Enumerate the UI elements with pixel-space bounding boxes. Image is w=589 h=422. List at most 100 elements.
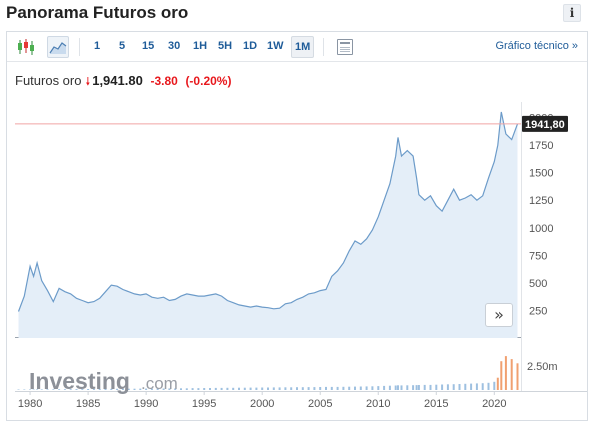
- volume-bar: [446, 384, 449, 390]
- volume-bar: [52, 389, 55, 390]
- y-axis-tick-label: 750: [529, 250, 547, 262]
- volume-bar: [435, 384, 438, 390]
- last-price-label-bg: [522, 115, 568, 132]
- volume-bar: [452, 384, 455, 390]
- volume-bar: [87, 389, 90, 390]
- volume-bar: [319, 387, 322, 390]
- technical-chart-link[interactable]: Gráfico técnico »: [495, 40, 578, 52]
- volume-bar: [481, 383, 484, 390]
- period-30[interactable]: 30: [168, 40, 181, 52]
- price-change-percent: (-0.20%): [185, 74, 232, 88]
- volume-bar: [342, 386, 345, 390]
- volume-axis-tick-label: 2.50m: [527, 361, 558, 373]
- period-1[interactable]: 1: [94, 40, 101, 52]
- volume-bar: [116, 388, 119, 390]
- volume-bar: [197, 388, 200, 390]
- info-button[interactable]: i: [563, 4, 581, 22]
- volume-bar: [493, 381, 496, 390]
- volume-bar: [371, 386, 374, 390]
- page-title: Panorama Futuros oro: [6, 3, 189, 22]
- volume-bar: [412, 385, 415, 390]
- scroll-to-latest-button[interactable]: »: [485, 303, 513, 327]
- period-15[interactable]: 15: [142, 40, 155, 52]
- volume-bar: [139, 388, 142, 390]
- volume-bar: [301, 387, 304, 390]
- price-chart[interactable]: 250 500 750 1000 1250 1500 1750 2000 1941,80 2.50…: [7, 32, 587, 420]
- volume-bar: [388, 385, 391, 390]
- volume-bar: [500, 361, 503, 390]
- volume-bar: [325, 386, 327, 390]
- volume-bar: [98, 389, 101, 390]
- volume-bar: [504, 356, 507, 390]
- period-5h[interactable]: 5H: [218, 40, 233, 52]
- volume-bar: [365, 386, 368, 390]
- volume-bar: [17, 389, 20, 390]
- x-axis-tick-label: 1980: [18, 398, 42, 410]
- quote-bar: Futuros oro 🠗 1,941.80 -3.80 (-0.20%): [15, 73, 231, 92]
- volume-bar: [307, 387, 310, 390]
- volume-bar: [180, 388, 182, 390]
- y-axis-tick-label: 1000: [529, 223, 553, 235]
- volume-bar: [487, 382, 490, 390]
- volume-bar: [290, 387, 293, 390]
- arrow-down-icon: 🠗: [85, 76, 91, 88]
- volume-bar: [232, 387, 235, 390]
- volume-bar: [330, 386, 333, 390]
- x-axis-tick-label: 2015: [424, 398, 448, 410]
- volume-bar: [23, 389, 26, 390]
- volume-bar: [359, 386, 362, 390]
- volume-bar: [458, 384, 461, 390]
- period-1h[interactable]: 1H: [193, 40, 208, 52]
- volume-bar: [46, 389, 49, 390]
- volume-bar: [191, 388, 194, 390]
- volume-bar: [516, 363, 519, 390]
- volume-bar: [348, 386, 351, 390]
- volume-bar: [400, 385, 403, 390]
- volume-bar: [377, 386, 380, 390]
- x-axis-tick-label: 2000: [250, 398, 274, 410]
- volume-bar: [417, 385, 420, 390]
- volume-bar: [209, 388, 211, 390]
- x-axis-tick-label: 2005: [308, 398, 332, 410]
- period-5[interactable]: 5: [119, 40, 126, 52]
- x-axis-tick-label: 2020: [482, 398, 506, 410]
- x-axis-tick-label: 1995: [192, 398, 216, 410]
- period-1m[interactable]: 1M: [291, 36, 315, 58]
- toolbar-divider: [323, 38, 324, 56]
- volume-bar: [510, 359, 513, 390]
- volume-bar: [336, 386, 339, 390]
- period-1d[interactable]: 1D: [243, 40, 258, 52]
- volume-bar: [238, 387, 240, 390]
- volume-bar: [121, 388, 124, 390]
- volume-bar: [441, 384, 444, 390]
- volume-bar: [168, 388, 171, 390]
- volume-bar: [92, 389, 95, 390]
- volume-bar: [406, 385, 409, 390]
- candlestick-chart-icon[interactable]: [15, 36, 37, 58]
- volume-bar: [470, 383, 473, 390]
- data-table-icon[interactable]: [337, 39, 353, 55]
- volume-bar: [127, 388, 130, 390]
- volume-bar: [267, 387, 269, 390]
- volume-bar: [423, 384, 426, 390]
- volume-bar: [296, 387, 298, 390]
- volume-bar: [397, 385, 399, 390]
- volume-bar: [69, 389, 72, 390]
- volume-bar: [284, 387, 287, 390]
- volume-bar: [36, 389, 39, 390]
- area-chart-icon[interactable]: [47, 36, 69, 58]
- volume-bar: [278, 387, 281, 390]
- x-axis-tick-label: 2010: [366, 398, 390, 410]
- volume-bar: [185, 388, 188, 390]
- volume-bar: [32, 389, 35, 390]
- volume-bar: [272, 387, 275, 390]
- volume-bar: [110, 388, 113, 390]
- volume-bar: [226, 387, 229, 390]
- price-line: [17, 111, 519, 312]
- volume-bar: [429, 384, 432, 390]
- y-axis-tick-label: 500: [529, 278, 547, 290]
- volume-bar: [415, 385, 418, 390]
- period-1w[interactable]: 1W: [267, 40, 284, 52]
- volume-bar: [40, 389, 43, 390]
- last-price: 1,941.80: [92, 73, 143, 88]
